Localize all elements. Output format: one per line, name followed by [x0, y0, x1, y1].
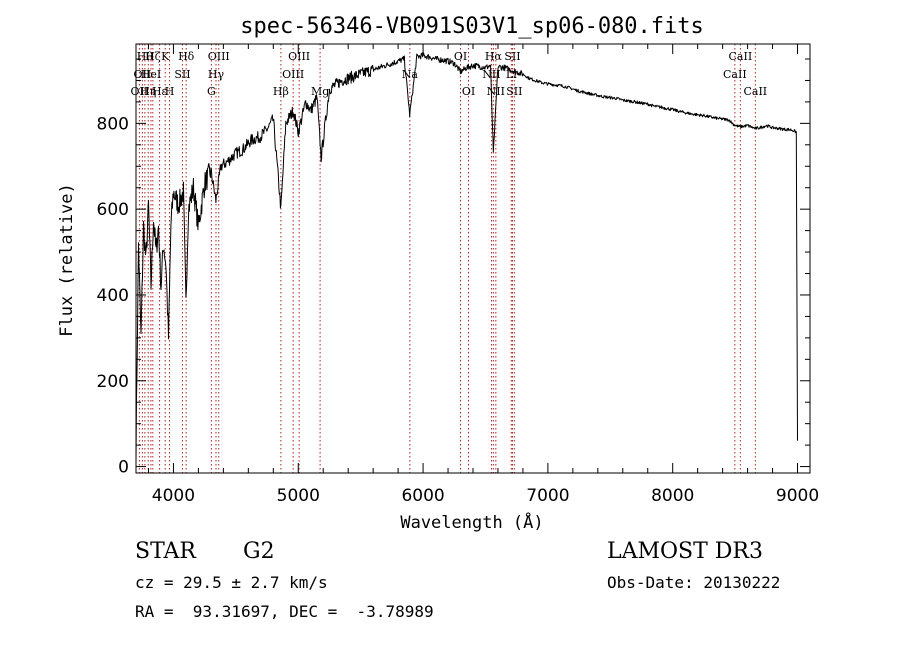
- y-axis-label: Flux (relative): [57, 183, 77, 337]
- line-label-k: K: [161, 50, 170, 63]
- line-label-oi: OI: [462, 85, 475, 98]
- line-label-hζ: Hζ: [145, 50, 161, 63]
- y-tick-label: 400: [97, 286, 129, 306]
- line-label-hγ: Hγ: [208, 68, 225, 81]
- line-label-mg: Mg: [311, 85, 329, 98]
- line-label-sii: SII: [506, 85, 522, 98]
- redshift-cz: cz = 29.5 ± 2.7 km/s: [135, 573, 328, 592]
- y-tick-label: 800: [97, 114, 129, 134]
- chart-title: spec-56346-VB091S03V1_sp06-080.fits: [240, 14, 704, 39]
- line-label-sii: SII: [504, 50, 520, 63]
- line-label-h: H: [165, 85, 175, 98]
- sky-coordinates: RA = 93.31697, DEC = -3.78989: [135, 602, 434, 621]
- line-label-li: Li: [506, 68, 517, 81]
- y-tick-label: 200: [97, 372, 129, 392]
- x-tick-label: 7000: [526, 486, 569, 506]
- line-label-hη: Hη: [140, 85, 156, 98]
- line-label-oii: OII: [134, 68, 152, 81]
- x-tick-label: 6000: [401, 486, 444, 506]
- object-class: STAR: [135, 539, 196, 564]
- survey-name: LAMOST DR3: [607, 539, 763, 564]
- line-label-hei: HeI: [141, 68, 161, 81]
- y-tick-label: 600: [97, 200, 129, 220]
- line-label-caii: CaII: [729, 50, 753, 63]
- x-axis-label: Wavelength (Å): [400, 511, 543, 533]
- x-tick-label: 4000: [152, 486, 195, 506]
- line-label-caii: CaII: [723, 68, 747, 81]
- line-label-caii: CaII: [743, 85, 767, 98]
- line-label-hβ: Hβ: [273, 85, 289, 98]
- x-tick-label: 8000: [651, 486, 694, 506]
- object-subclass: G2: [243, 539, 275, 564]
- line-label-oiii: OIII: [282, 68, 304, 81]
- line-label-hδ: Hδ: [178, 50, 195, 63]
- line-label-hα: Hα: [485, 50, 503, 63]
- line-label-oiii: OIII: [288, 50, 310, 63]
- line-label-oi: OI: [454, 50, 467, 63]
- line-label-nii: NII: [482, 68, 500, 81]
- plot-frame: [135, 43, 811, 474]
- line-label-sii: SII: [174, 68, 190, 81]
- y-tick-label: 0: [118, 458, 129, 478]
- line-label-hθ: Hθ: [137, 50, 154, 63]
- line-label-hε: Hε: [152, 85, 168, 98]
- flux-series-line: [135, 52, 798, 462]
- line-label-oii: OII: [131, 85, 149, 98]
- line-label-oiii: OIII: [208, 50, 230, 63]
- x-tick-label: 9000: [776, 486, 819, 506]
- observation-date: Obs-Date: 20130222: [607, 573, 781, 592]
- line-label-g: G: [207, 85, 216, 98]
- line-label-na: Na: [402, 68, 419, 81]
- line-label-nii: NII: [487, 85, 505, 98]
- x-tick-label: 5000: [277, 486, 320, 506]
